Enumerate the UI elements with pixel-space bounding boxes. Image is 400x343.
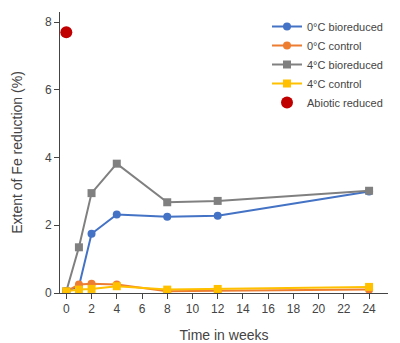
svg-text:24: 24 <box>362 302 376 316</box>
svg-text:8: 8 <box>164 302 171 316</box>
svg-text:0°C control: 0°C control <box>307 40 362 52</box>
svg-text:4°C bioreduced: 4°C bioreduced <box>307 59 383 71</box>
svg-text:Extent of Fe reduction (%): Extent of Fe reduction (%) <box>9 71 25 234</box>
svg-text:22: 22 <box>337 302 351 316</box>
svg-text:4°C control: 4°C control <box>307 78 362 90</box>
svg-text:Abiotic reduced: Abiotic reduced <box>307 97 383 109</box>
svg-text:4: 4 <box>45 151 52 165</box>
svg-text:6: 6 <box>139 302 146 316</box>
svg-text:6: 6 <box>45 83 52 97</box>
svg-text:0: 0 <box>45 286 52 300</box>
svg-text:16: 16 <box>261 302 275 316</box>
svg-text:12: 12 <box>211 302 225 316</box>
svg-text:10: 10 <box>186 302 200 316</box>
svg-text:0: 0 <box>63 302 70 316</box>
svg-text:2: 2 <box>45 218 52 232</box>
svg-text:8: 8 <box>45 15 52 29</box>
svg-text:18: 18 <box>287 302 301 316</box>
svg-text:2: 2 <box>88 302 95 316</box>
svg-text:Time in weeks: Time in weeks <box>180 327 269 343</box>
svg-text:4: 4 <box>113 302 120 316</box>
svg-text:20: 20 <box>312 302 326 316</box>
svg-text:14: 14 <box>236 302 250 316</box>
svg-text:0°C bioreduced: 0°C bioreduced <box>307 21 383 33</box>
